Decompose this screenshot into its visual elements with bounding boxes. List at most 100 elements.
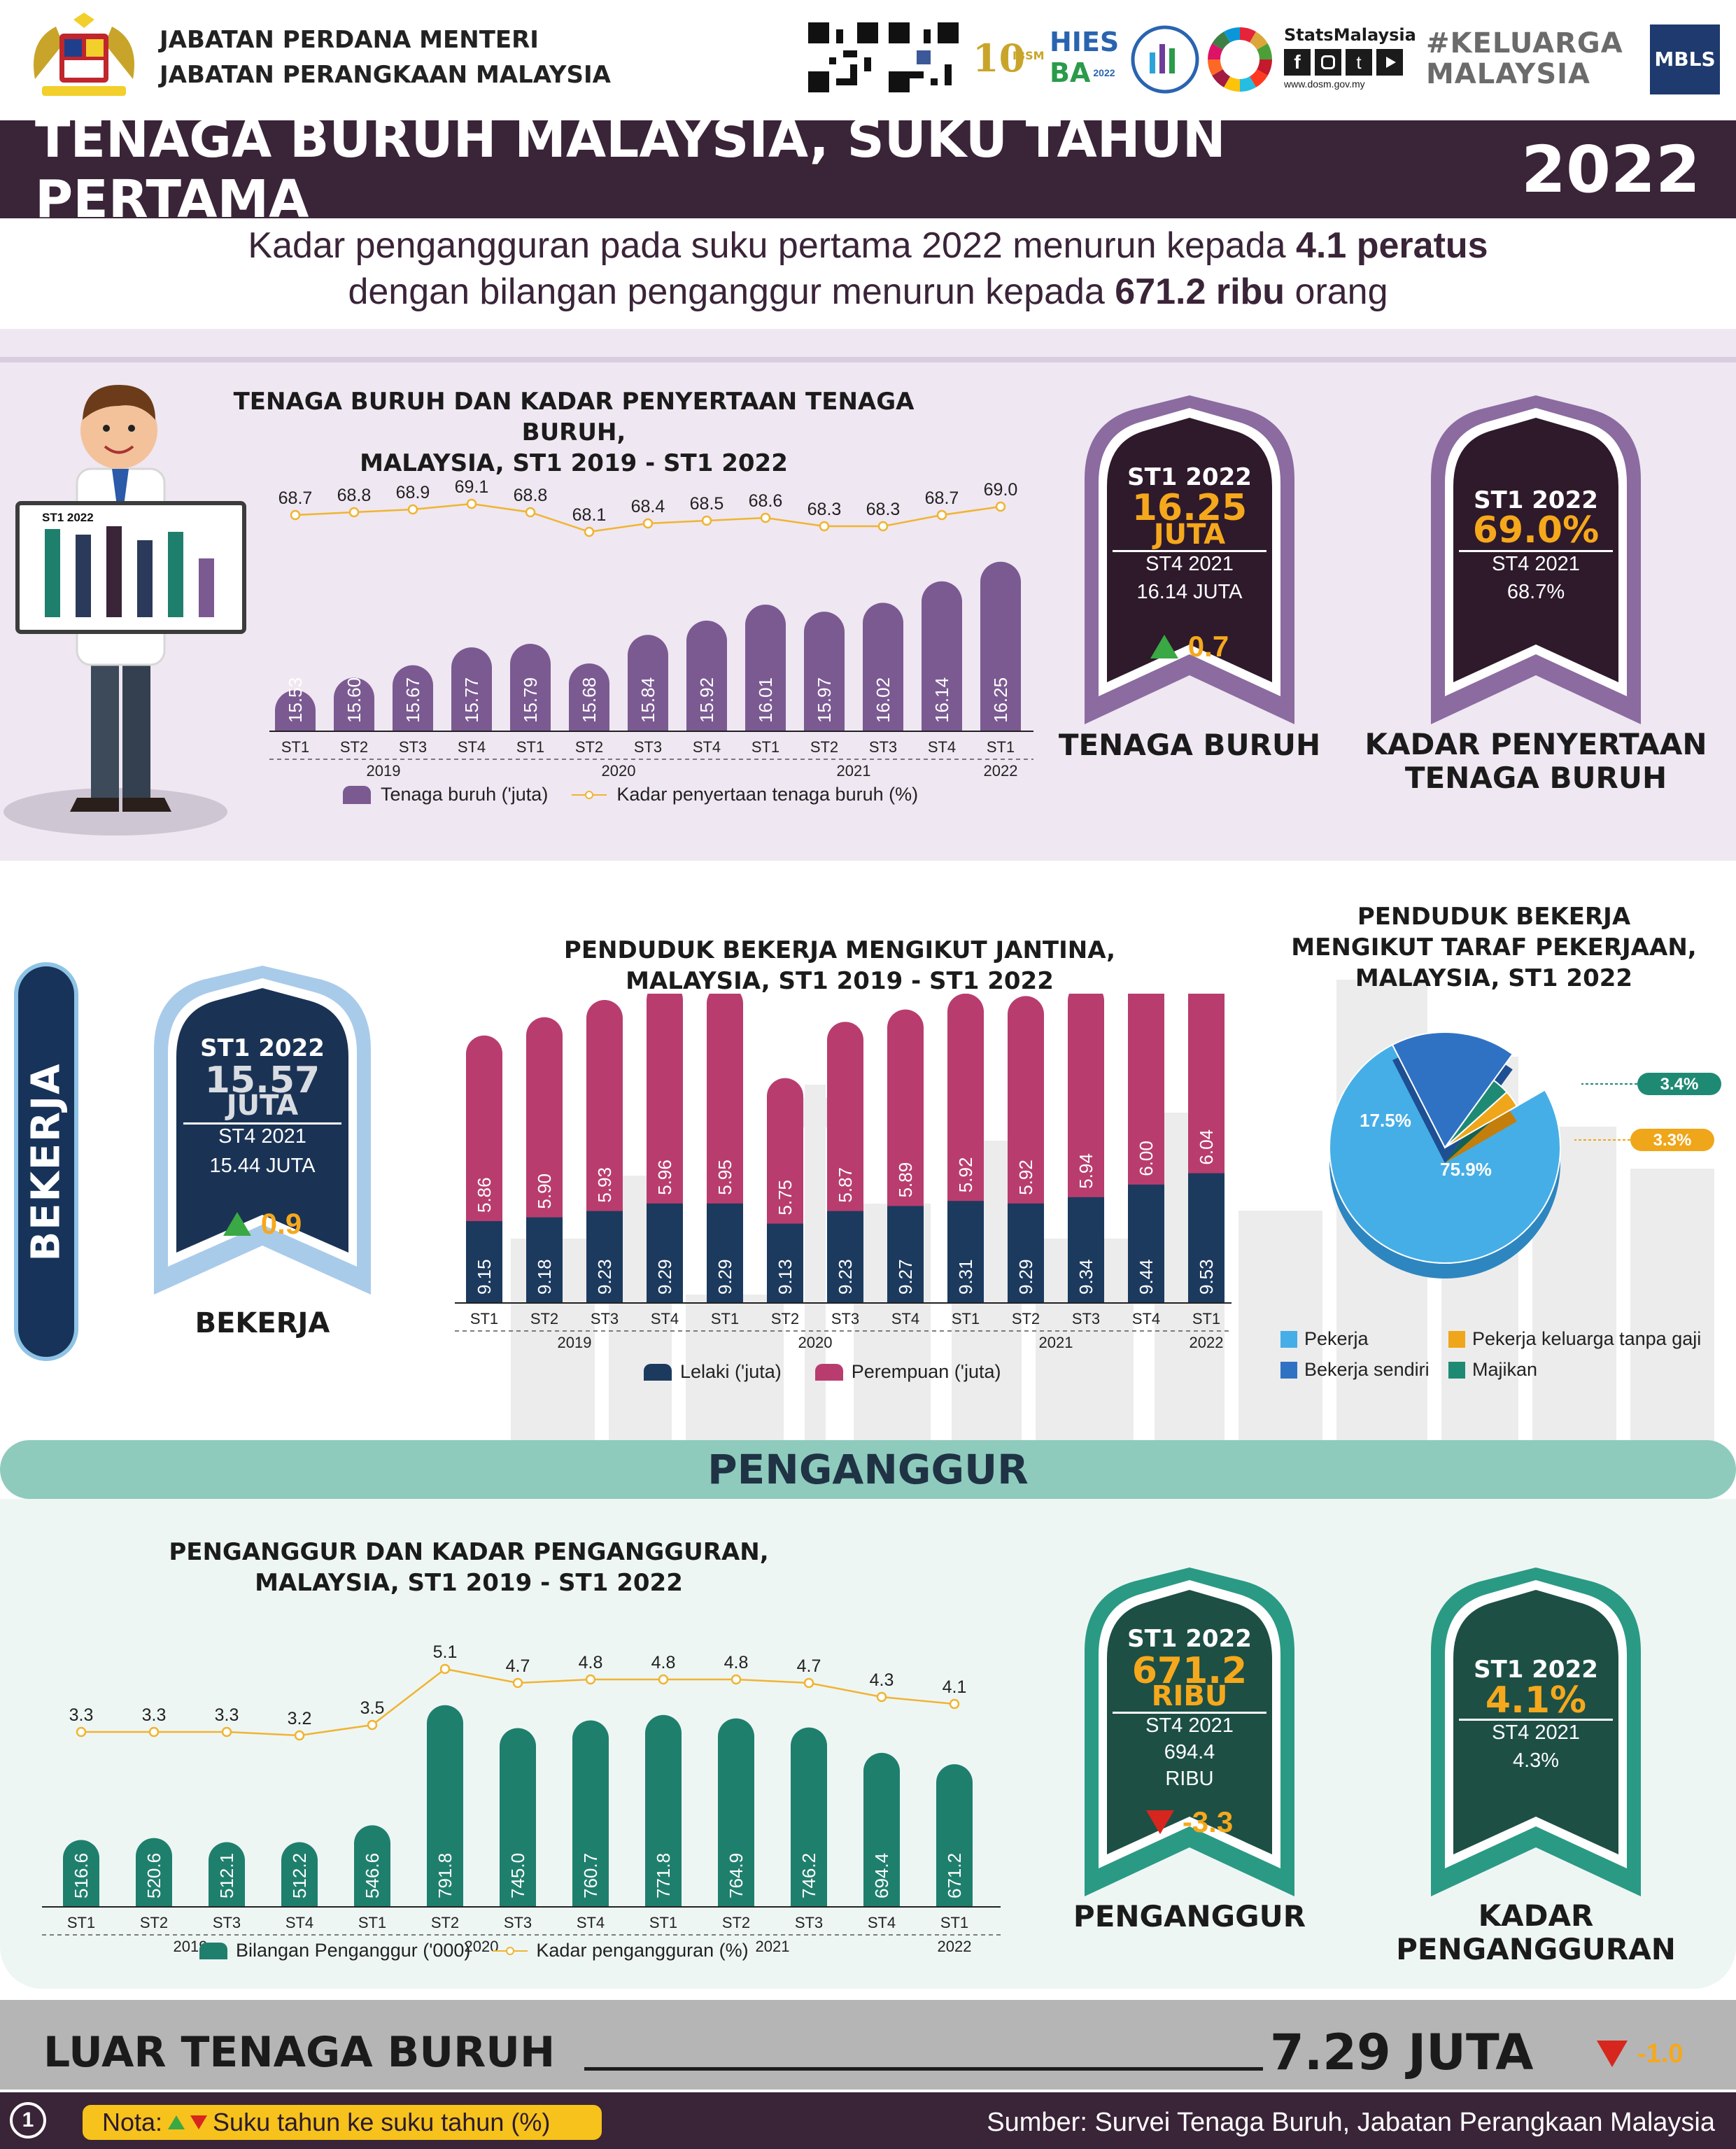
participation-badge-prev-value: 68.7% xyxy=(1506,581,1565,603)
unemployed-badge-period: ST1 2022 xyxy=(1127,1625,1252,1653)
unemployment-rate-point xyxy=(585,1674,596,1685)
twitter-icon[interactable]: t xyxy=(1346,49,1372,76)
labour-badge-divider xyxy=(1113,550,1266,552)
female-bar xyxy=(1068,994,1104,1218)
unemployed-chart-title-line2: MALAYSIA, ST1 2019 - ST1 2022 xyxy=(255,1569,683,1597)
unemployment-rate-point xyxy=(221,1726,232,1738)
x-tick-label: ST2 xyxy=(810,738,838,756)
website-text[interactable]: www.dosm.gov.my xyxy=(1284,78,1365,90)
labour-bar-label: 15.77 xyxy=(461,677,482,723)
x-tick-label: ST3 xyxy=(1072,1310,1100,1327)
labour-badge-period: ST1 2022 xyxy=(1127,463,1252,491)
unemployed-bar-label: 791.8 xyxy=(435,1853,456,1898)
note-box: Nota: Suku tahun ke suku tahun (%) xyxy=(83,2105,602,2140)
x-tick-label: ST4 xyxy=(285,1914,313,1931)
employment-status-pie-chart: 75.9% 17.5% 3.3% 3.4% xyxy=(1329,1031,1721,1278)
x-tick-label: ST4 xyxy=(458,738,486,756)
female-bar-label: 5.92 xyxy=(1015,1160,1036,1195)
male-bar-label: 9.31 xyxy=(955,1259,976,1295)
participation-point xyxy=(466,498,477,509)
male-bar xyxy=(887,1206,924,1303)
qr-code-2[interactable] xyxy=(889,22,959,92)
unemployed-bar xyxy=(863,1752,900,1907)
unemployed-bar xyxy=(209,1842,245,1907)
legend-unemployed-swatch xyxy=(199,1942,227,1959)
labour-badge-caption: TENAGA BURUH xyxy=(1058,728,1321,762)
instagram-icon[interactable] xyxy=(1315,49,1341,76)
unemployment-rate-label: 4.7 xyxy=(506,1656,530,1676)
qr-code-1[interactable] xyxy=(808,22,878,92)
x-tick-label: ST4 xyxy=(1132,1310,1160,1327)
legend-rate-swatch xyxy=(493,1946,528,1955)
10th-anniversary-logo: 10 IBSM xyxy=(973,36,1045,80)
year-label: 2020 xyxy=(465,1938,499,1952)
employed-badge-unit: JUTA xyxy=(226,1090,299,1122)
x-tick-label: ST1 xyxy=(281,738,309,756)
male-bar xyxy=(1128,1184,1164,1303)
participation-label: 68.7 xyxy=(278,488,313,508)
participation-label: 68.8 xyxy=(337,486,372,505)
year-label: 2022 xyxy=(1190,1334,1224,1351)
participation-label: 69.0 xyxy=(984,480,1018,500)
subtitle-line2: dengan bilangan penganggur menurun kepad… xyxy=(348,272,1115,312)
male-bar-label: 9.34 xyxy=(1075,1259,1096,1295)
year-label: 2020 xyxy=(798,1334,833,1351)
pie-legend-label: Pekerja xyxy=(1304,1328,1369,1349)
pie-legend-label: Pekerja keluarga tanpa gaji xyxy=(1472,1328,1702,1349)
down-arrow-icon xyxy=(190,2115,208,2129)
female-bar xyxy=(887,1009,924,1227)
legend-bar-swatch xyxy=(343,785,371,804)
stats-malaysia-logo[interactable]: StatsMalaysia f t www.dosm.gov.my xyxy=(1284,25,1417,95)
pie-callout xyxy=(1630,1129,1714,1151)
participation-label: 68.3 xyxy=(807,500,842,519)
ba-text: BA xyxy=(1050,57,1091,88)
female-bar xyxy=(466,1035,502,1242)
unemployment-rate-point xyxy=(367,1719,378,1731)
female-bar xyxy=(586,1000,623,1232)
rate-badge-period: ST1 2022 xyxy=(1474,1656,1598,1684)
pie-legend-item: Pekerja xyxy=(1280,1328,1369,1350)
unemployed-badge-shape xyxy=(1085,1567,1294,1896)
unemployed-legend: Bilangan Penganggur ('000) Kadar pengang… xyxy=(199,1940,749,1961)
male-bar-label: 9.13 xyxy=(775,1259,796,1295)
male-bar xyxy=(707,1203,743,1303)
x-tick-label: ST4 xyxy=(693,738,721,756)
legend-male-label: Lelaki ('juta) xyxy=(680,1361,782,1382)
labour-bar xyxy=(980,561,1021,731)
unemployed-chart-title-line1: PENGANGGUR DAN KADAR PENGANGGURAN, xyxy=(169,1538,769,1566)
svg-text:10: 10 xyxy=(973,36,1025,80)
youtube-icon[interactable] xyxy=(1376,49,1403,76)
penganggur-banner-label: PENGANGGUR xyxy=(707,1446,1029,1493)
section-divider xyxy=(0,357,1736,362)
unemployment-rate-label: 4.7 xyxy=(797,1656,821,1676)
unemployment-rate-label: 3.3 xyxy=(215,1705,239,1725)
unemployed-chart: 516.6 520.6 512.1 512.2 546.6 791.8 745.0 760.7… xyxy=(42,1642,1001,1952)
x-tick-label: ST1 xyxy=(67,1914,95,1931)
unemployed-bar-label: 671.2 xyxy=(944,1853,965,1898)
labour-bar xyxy=(275,690,316,731)
participation-label: 68.1 xyxy=(572,505,607,525)
x-tick-label: ST2 xyxy=(530,1310,558,1327)
male-bar-label: 9.23 xyxy=(594,1259,615,1295)
outside-labour-label: LUAR TENAGA BURUH xyxy=(43,2028,556,2077)
x-tick-label: ST1 xyxy=(649,1914,677,1931)
male-bar-label: 9.18 xyxy=(534,1259,555,1295)
unemployment-rate-point xyxy=(148,1726,160,1738)
labour-badge-unit: JUTA xyxy=(1153,519,1226,551)
unemployment-rate-label: 4.8 xyxy=(724,1653,749,1672)
female-bar xyxy=(526,1017,563,1239)
presenter-board: ST1 2022 xyxy=(15,501,246,634)
facebook-icon[interactable]: f xyxy=(1284,49,1311,76)
labour-bar xyxy=(628,635,668,731)
labour-force-badge-shape xyxy=(1085,395,1294,724)
labour-bar-label: 16.25 xyxy=(990,677,1011,723)
x-tick-label: ST4 xyxy=(577,1914,605,1931)
x-tick-label: ST1 xyxy=(470,1310,498,1327)
unemployment-rate-label: 4.8 xyxy=(651,1653,676,1672)
participation-label: 68.3 xyxy=(866,500,901,519)
x-tick-label: ST1 xyxy=(751,738,779,756)
pie-legend-label: Bekerja sendiri xyxy=(1304,1359,1430,1380)
participation-label: 68.4 xyxy=(631,497,665,516)
unemployed-bar xyxy=(791,1727,827,1907)
labour-bar-label: 15.68 xyxy=(579,677,600,723)
